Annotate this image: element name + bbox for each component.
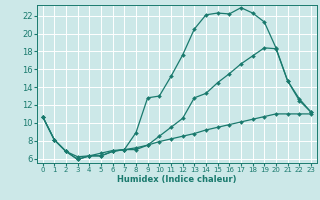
X-axis label: Humidex (Indice chaleur): Humidex (Indice chaleur)	[117, 175, 236, 184]
